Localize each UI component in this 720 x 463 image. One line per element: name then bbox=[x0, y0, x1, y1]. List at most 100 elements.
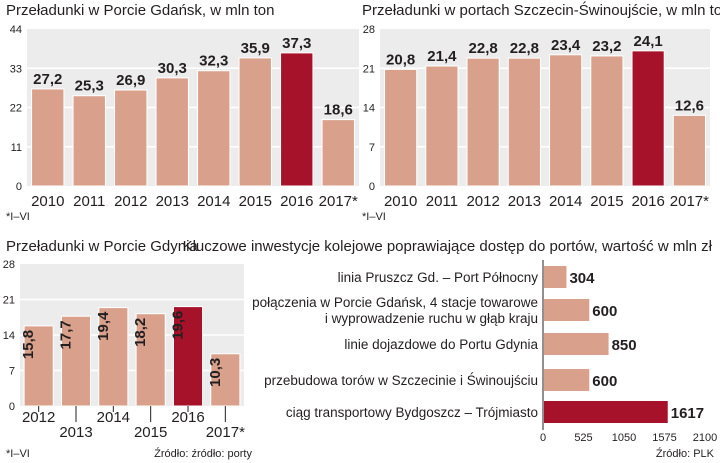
gdynia-footnote: *I–VI bbox=[6, 448, 30, 460]
szczecin-data-label: 20,8 bbox=[386, 51, 415, 68]
investments-x-axis: 0 525 1050 1575 2100 bbox=[540, 432, 717, 444]
investment-data-label: 1617 bbox=[671, 405, 704, 422]
gdansk-x-tick-label: 2014 bbox=[197, 193, 230, 210]
gdynia-x-tick-label: 2015 bbox=[134, 424, 167, 441]
gdynia-data-label: 18,2 bbox=[132, 318, 149, 347]
szczecin-x-tick-label: 2016 bbox=[631, 193, 664, 210]
szczecin-data-label: 23,2 bbox=[592, 38, 621, 55]
investment-bar bbox=[544, 369, 590, 391]
szczecin-data-label: 24,1 bbox=[634, 33, 663, 50]
szczecin-y-tick-label: 21 bbox=[363, 63, 375, 75]
szczecin-x-tick-label: 2014 bbox=[549, 193, 582, 210]
gdynia-data-label: 10,3 bbox=[207, 358, 224, 387]
gdansk-bar bbox=[197, 70, 231, 187]
gdynia-chart: Przeładunki w Porcie Gdynia 15,8 17,7 19,4… bbox=[3, 238, 253, 460]
gdansk-y-tick-label: 11 bbox=[11, 142, 22, 154]
investment-data-label: 850 bbox=[612, 337, 637, 354]
szczecin-data-label: 22,8 bbox=[510, 40, 539, 57]
gdynia-data-label: 19,4 bbox=[95, 311, 112, 341]
investments-categories: linia Pruszcz Gd. – Port Północny połącze… bbox=[252, 270, 538, 420]
szczecin-x-axis: 2010 2011 2012 2013 2014 2015 2016 2017* bbox=[384, 193, 709, 210]
gdynia-y-tick-label: 0 bbox=[9, 401, 15, 413]
gdynia-bar bbox=[135, 313, 166, 407]
investments-source: Źródło: PLK bbox=[656, 447, 715, 460]
gdansk-x-tick-label: 2010 bbox=[31, 193, 64, 210]
gdynia-data-label: 15,8 bbox=[20, 330, 37, 359]
szczecin-bar bbox=[631, 50, 665, 187]
gdynia-data-label: 17,7 bbox=[57, 320, 74, 349]
gdansk-bar bbox=[31, 88, 65, 187]
investment-data-label: 304 bbox=[569, 270, 595, 287]
szczecin-chart: Przeładunki w portach Szczecin-Świnoujśc… bbox=[362, 1, 720, 223]
gdansk-bar bbox=[155, 77, 189, 187]
szczecin-y-axis: 0 7 14 21 28 bbox=[363, 24, 375, 193]
investments-chart: Kluczowe inwestycje kolejowe poprawiając… bbox=[183, 238, 718, 460]
szczecin-data-label: 22,8 bbox=[469, 40, 498, 57]
investment-category-label: linie dojazdowe do Portu Gdynia bbox=[344, 337, 538, 352]
investments-x-tick-label: 1050 bbox=[612, 432, 636, 444]
gdansk-footnote: *I–VI bbox=[6, 211, 30, 223]
szczecin-bar bbox=[507, 57, 541, 187]
investments-x-tick-label: 525 bbox=[574, 432, 592, 444]
investment-bar bbox=[544, 266, 567, 288]
szczecin-bar bbox=[384, 68, 418, 187]
gdynia-y-axis: 0 7 14 21 28 bbox=[3, 259, 15, 413]
szczecin-data-label: 23,4 bbox=[551, 37, 581, 54]
gdynia-data-label: 19,6 bbox=[169, 311, 186, 340]
gdansk-x-tick-label: 2017* bbox=[319, 193, 358, 210]
szczecin-x-tick-label: 2010 bbox=[384, 193, 417, 210]
gdansk-x-tick-label: 2016 bbox=[280, 193, 313, 210]
investment-category-label: przebudowa torów w Szczecinie i Świnoujś… bbox=[264, 373, 538, 388]
investment-category-label: ciąg transportowy Bydgoszcz – Trójmiasto bbox=[286, 405, 538, 420]
gdynia-x-tick-label: 2016 bbox=[171, 409, 204, 426]
szczecin-bar bbox=[466, 57, 500, 187]
szczecin-data-label: 21,4 bbox=[427, 48, 457, 65]
investments-x-tick-label: 0 bbox=[540, 432, 546, 444]
investment-bar bbox=[544, 401, 668, 423]
gdynia-bar bbox=[23, 325, 54, 407]
gdynia-y-tick-label: 14 bbox=[3, 330, 15, 342]
gdansk-y-tick-label: 33 bbox=[10, 63, 22, 75]
gdansk-data-label: 32,3 bbox=[199, 53, 228, 70]
gdansk-bar bbox=[114, 89, 148, 187]
gdynia-grid bbox=[20, 298, 244, 372]
szczecin-x-tick-label: 2015 bbox=[590, 193, 623, 210]
gdansk-y-tick-label: 44 bbox=[10, 24, 22, 36]
gdynia-x-tick-label: 2014 bbox=[97, 409, 130, 426]
szczecin-y-tick-label: 0 bbox=[369, 181, 375, 193]
szczecin-bar bbox=[590, 55, 624, 187]
szczecin-bars: 20,8 21,4 22,8 22,8 23,4 23,2 24,1 12,6 bbox=[384, 33, 706, 187]
szczecin-title: Przeładunki w portach Szczecin-Świnoujśc… bbox=[362, 1, 720, 19]
investment-category-label: i wyprowadzenie ruchu w głąb kraju bbox=[325, 311, 538, 326]
gdynia-bar bbox=[98, 307, 129, 407]
investment-bar bbox=[544, 299, 590, 321]
gdynia-x-tick-label: 2017* bbox=[206, 424, 245, 441]
investment-data-label: 600 bbox=[592, 303, 617, 320]
investment-data-label: 600 bbox=[592, 373, 617, 390]
gdansk-y-tick-label: 0 bbox=[16, 181, 22, 193]
investments-bars: 304 600 850 600 1617 bbox=[544, 266, 704, 423]
gdansk-data-label: 35,9 bbox=[241, 40, 270, 57]
gdynia-x-tick-label: 2012 bbox=[22, 409, 55, 426]
szczecin-x-tick-label: 2012 bbox=[466, 193, 499, 210]
gdansk-data-label: 27,2 bbox=[33, 71, 62, 88]
gdansk-x-axis: 2010 2011 2012 2013 2014 2015 2016 2017* bbox=[31, 193, 358, 210]
szczecin-bar bbox=[425, 65, 459, 187]
gdynia-y-tick-label: 7 bbox=[9, 366, 15, 378]
gdansk-data-label: 26,9 bbox=[116, 72, 145, 89]
gdansk-bar bbox=[321, 119, 355, 187]
investment-category-label: połączenia w Porcie Gdańsk, 4 stacje tow… bbox=[252, 295, 538, 310]
gdynia-source: Źródło: źródło: porty bbox=[154, 447, 252, 460]
gdansk-bar bbox=[238, 57, 272, 187]
gdansk-title: Przeładunki w Porcie Gdańsk, w mln ton bbox=[6, 2, 274, 19]
gdansk-y-tick-label: 22 bbox=[10, 103, 22, 115]
gdansk-data-label: 25,3 bbox=[75, 78, 104, 95]
szczecin-bar bbox=[672, 114, 706, 187]
gdynia-bars: 15,8 17,7 19,4 18,2 19,6 10,3 bbox=[20, 306, 241, 407]
gdynia-title: Przeładunki w Porcie Gdynia bbox=[6, 238, 198, 255]
szczecin-y-tick-label: 7 bbox=[369, 142, 375, 154]
gdansk-y-axis: 0 11 22 33 44 bbox=[10, 24, 22, 193]
gdansk-x-tick-label: 2015 bbox=[239, 193, 272, 210]
investment-bar bbox=[544, 333, 609, 355]
szczecin-x-tick-label: 2013 bbox=[508, 193, 541, 210]
